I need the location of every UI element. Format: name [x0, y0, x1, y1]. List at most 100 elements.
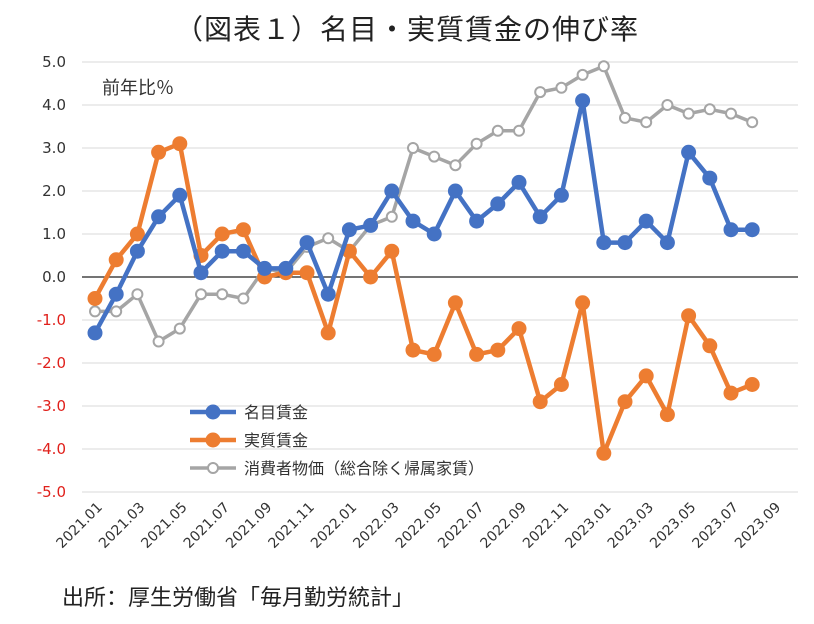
data-point [638, 368, 654, 384]
data-point [110, 305, 123, 318]
data-point [407, 142, 419, 154]
data-point [151, 209, 167, 225]
data-point [108, 252, 124, 268]
y-tick-label: 5.0 [42, 53, 66, 71]
x-tick-label: 2021.03 [96, 500, 148, 552]
data-point [129, 243, 145, 259]
series-real-wage [87, 136, 760, 461]
data-point [214, 226, 230, 242]
data-point [108, 286, 124, 302]
data-point [428, 150, 441, 163]
data-point [532, 394, 548, 410]
series-nominal-wage [87, 93, 760, 341]
x-tick-label: 2023.09 [732, 500, 784, 552]
x-tick-label: 2022.01 [308, 500, 360, 552]
data-point [597, 60, 610, 73]
data-point [659, 235, 675, 251]
data-point [490, 342, 506, 358]
data-point [131, 288, 144, 301]
data-point [640, 116, 653, 129]
legend-label: 消費者物価（総合除く帰属家賃） [244, 459, 484, 478]
data-point [129, 226, 145, 242]
data-point [151, 144, 167, 160]
data-point [511, 321, 527, 337]
data-point [596, 235, 612, 251]
data-point [87, 291, 103, 306]
x-tick-label: 2021.05 [138, 500, 190, 552]
data-point [172, 136, 188, 152]
data-point [384, 243, 400, 259]
data-point [746, 116, 759, 129]
data-point [619, 111, 631, 124]
x-tick-label: 2022.11 [520, 500, 572, 552]
data-point [193, 265, 209, 281]
data-point [702, 170, 718, 186]
unit-label: 前年比％ [102, 78, 174, 99]
x-tick-label: 2023.01 [562, 500, 614, 552]
data-point [216, 288, 229, 301]
data-point [469, 346, 485, 362]
data-point [405, 342, 421, 358]
data-point [257, 260, 273, 276]
y-tick-label: 1.0 [42, 225, 66, 243]
legend-marker [205, 432, 221, 448]
series-line [95, 64, 753, 344]
data-point [152, 335, 165, 348]
data-point [703, 103, 716, 116]
x-tick-label: 2021.07 [181, 500, 233, 552]
data-point [491, 124, 504, 137]
y-tick-label: -5.0 [37, 483, 66, 501]
series-group [87, 60, 760, 461]
data-point [322, 232, 335, 245]
data-point [681, 144, 697, 160]
data-point [555, 81, 568, 94]
y-tick-label: 2.0 [42, 182, 66, 200]
data-point [449, 159, 462, 172]
data-point [447, 295, 463, 311]
legend-item: 名目賃金 [190, 403, 308, 422]
data-point [532, 209, 548, 225]
y-tick-label: 3.0 [42, 139, 66, 157]
chart-title: （図表１）名目・実質賃金の伸び率 [174, 13, 639, 46]
x-axis-ticks: 2021.012021.032021.052021.072021.092021.… [54, 500, 785, 552]
data-point [596, 445, 612, 461]
data-point [617, 235, 633, 251]
legend-marker [205, 404, 221, 420]
series-cpi [89, 60, 759, 348]
data-point [723, 222, 739, 238]
x-tick-label: 2021.01 [54, 500, 106, 552]
data-point [320, 325, 336, 341]
data-point [638, 213, 654, 229]
data-point [235, 222, 251, 238]
data-point [575, 93, 591, 109]
data-point [661, 99, 674, 111]
x-tick-label: 2022.07 [435, 500, 487, 552]
data-point [576, 68, 589, 81]
data-point [235, 243, 251, 259]
data-point [469, 213, 485, 229]
legend-label: 名目賃金 [244, 403, 308, 422]
x-tick-label: 2023.05 [647, 500, 699, 552]
data-point [363, 269, 379, 285]
data-point [172, 187, 188, 203]
data-point [426, 226, 442, 242]
data-point [87, 325, 103, 341]
data-point [681, 308, 697, 324]
data-point [553, 187, 569, 203]
series-line [93, 141, 754, 456]
y-tick-label: 4.0 [42, 96, 66, 114]
x-tick-label: 2023.07 [690, 500, 742, 552]
data-point [278, 260, 294, 276]
data-point [682, 107, 695, 120]
legend-marker [207, 462, 219, 474]
data-point [299, 235, 315, 251]
legend-item: 消費者物価（総合除く帰属家賃） [190, 459, 484, 478]
data-point [299, 265, 315, 281]
data-point [384, 183, 400, 199]
y-tick-label: -4.0 [37, 440, 66, 458]
data-point [363, 217, 379, 233]
data-point [173, 322, 186, 335]
data-point [513, 124, 525, 137]
data-point [575, 295, 591, 311]
